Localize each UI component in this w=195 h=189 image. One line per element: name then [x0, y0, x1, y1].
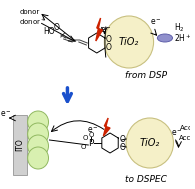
Circle shape [28, 135, 49, 157]
Text: O: O [81, 144, 86, 150]
Polygon shape [103, 118, 110, 136]
Text: donor$^+$: donor$^+$ [19, 17, 46, 27]
Text: Acceptor: Acceptor [179, 135, 195, 141]
Circle shape [28, 123, 49, 145]
Text: to DSPEC: to DSPEC [125, 176, 167, 184]
Text: O: O [83, 135, 88, 141]
Text: P: P [88, 139, 94, 147]
Text: e$^-$: e$^-$ [150, 17, 161, 27]
Text: O: O [119, 135, 125, 143]
Text: O: O [106, 43, 112, 51]
Text: O: O [54, 22, 60, 32]
Text: e$^-$: e$^-$ [87, 125, 99, 135]
Text: e$^-$: e$^-$ [171, 128, 183, 138]
Text: 2H$^+$: 2H$^+$ [174, 32, 192, 44]
Circle shape [28, 111, 49, 133]
Text: HO: HO [44, 26, 55, 36]
Text: Acceptor$^-$: Acceptor$^-$ [179, 123, 195, 133]
Text: O: O [119, 143, 125, 152]
FancyBboxPatch shape [13, 115, 27, 175]
Text: e$^-$: e$^-$ [0, 109, 12, 119]
Circle shape [104, 16, 154, 68]
Text: e$^-$: e$^-$ [100, 25, 112, 35]
Text: ITO: ITO [16, 139, 25, 151]
Text: O: O [88, 132, 94, 138]
Polygon shape [96, 18, 102, 41]
FancyArrowPatch shape [64, 88, 71, 101]
Circle shape [28, 147, 49, 169]
Text: donor: donor [19, 9, 39, 15]
Ellipse shape [157, 34, 173, 42]
Text: TiO₂: TiO₂ [140, 138, 160, 148]
Circle shape [126, 118, 174, 168]
Text: O: O [106, 35, 112, 43]
Text: H$_2$: H$_2$ [174, 22, 185, 34]
Text: from DSP: from DSP [125, 70, 167, 80]
Text: TiO₂: TiO₂ [119, 37, 139, 47]
